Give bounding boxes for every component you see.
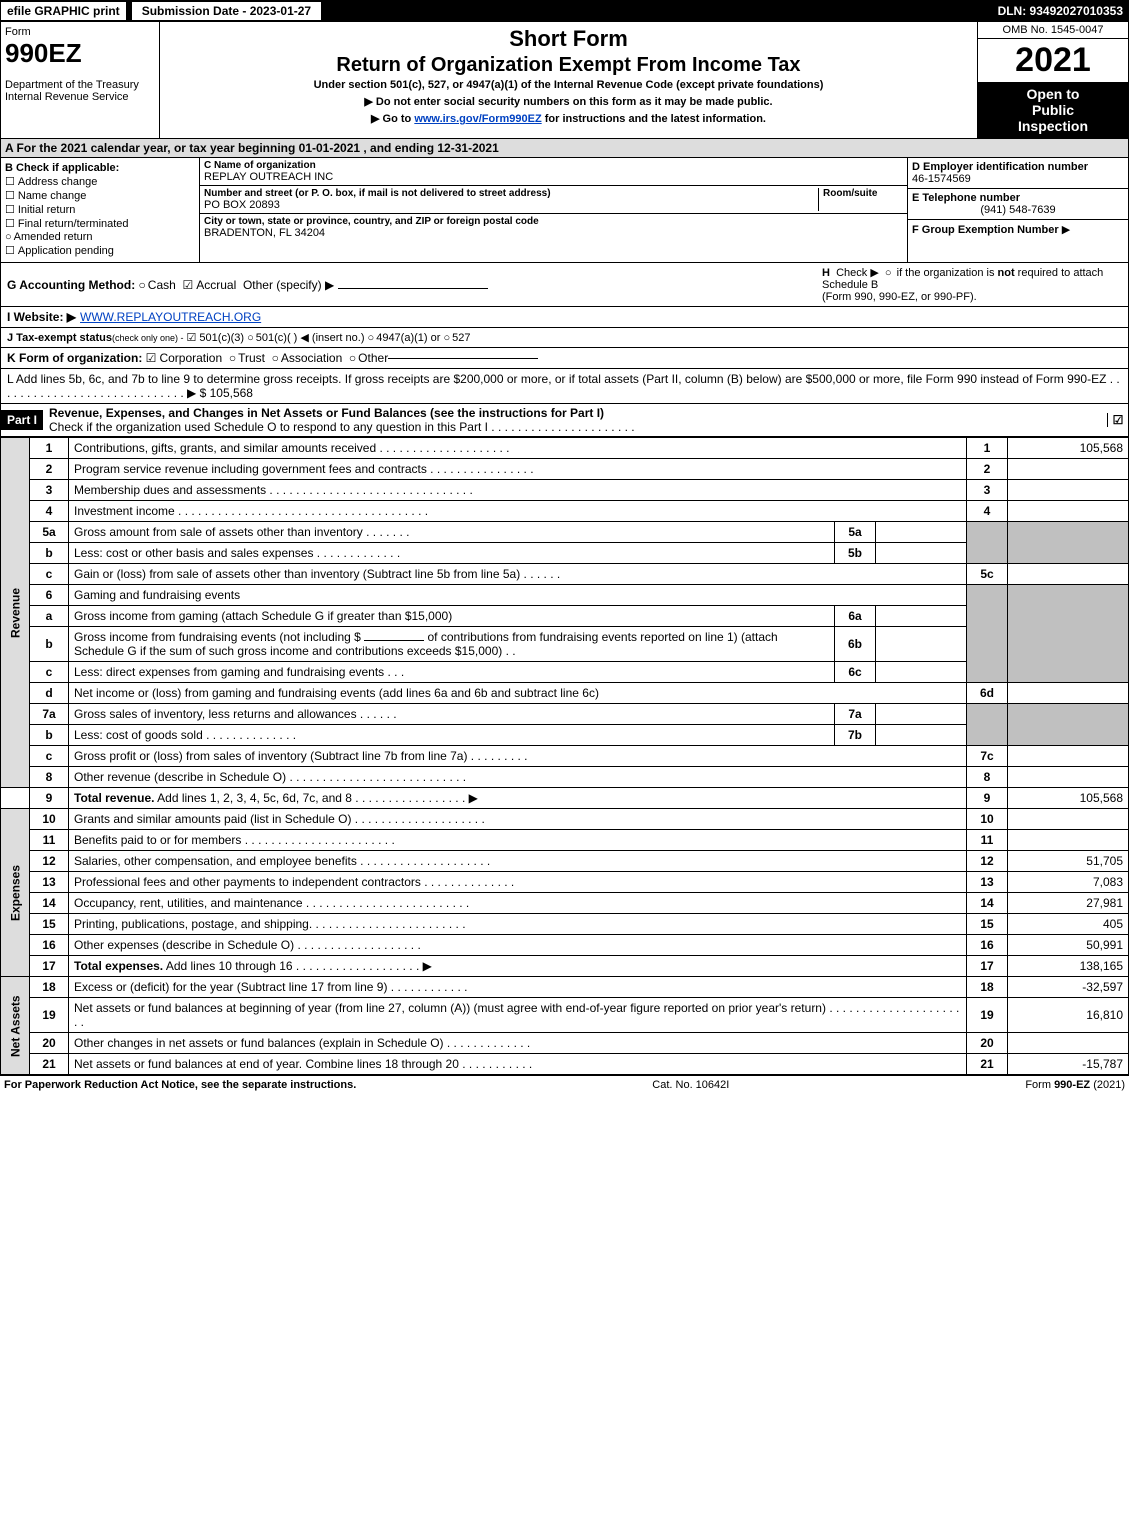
header-center: Short Form Return of Organization Exempt… <box>160 22 977 138</box>
city-label: City or town, state or province, country… <box>204 216 903 227</box>
section-c: C Name of organization REPLAY OUTREACH I… <box>200 158 907 262</box>
section-k: K Form of organization: Corporation Trus… <box>0 348 1129 369</box>
revenue-side-label: Revenue <box>1 438 30 788</box>
line-rnum: 1 <box>967 438 1008 459</box>
header-left: Form 990EZ Department of the Treasury In… <box>1 22 160 138</box>
info-block: B Check if applicable: Address change Na… <box>0 158 1129 263</box>
expenses-side-label: Expenses <box>1 809 30 977</box>
line-num: 1 <box>30 438 69 459</box>
under-section: Under section 501(c), 527, or 4947(a)(1)… <box>164 79 973 91</box>
f-arrow: ▶ <box>1062 224 1070 236</box>
chk-assoc[interactable] <box>272 351 281 365</box>
return-title: Return of Organization Exempt From Incom… <box>164 54 973 77</box>
omb-number: OMB No. 1545-0047 <box>978 22 1128 39</box>
ein-value: 46-1574569 <box>912 173 971 185</box>
chk-final-return[interactable]: Final return/terminated <box>5 217 195 230</box>
chk-4947[interactable] <box>368 332 377 344</box>
goto-link-text: ▶ Go to www.irs.gov/Form990EZ for instru… <box>164 112 973 125</box>
irs-label: Internal Revenue Service <box>5 91 155 103</box>
website-link[interactable]: WWW.REPLAYOUTREACH.ORG <box>80 310 261 324</box>
chk-other-org[interactable] <box>349 351 358 365</box>
form-number: 990EZ <box>5 38 155 69</box>
irs-link[interactable]: www.irs.gov/Form990EZ <box>414 113 541 125</box>
line-rval: 105,568 <box>1008 438 1129 459</box>
section-def: D Employer identification number 46-1574… <box>907 158 1128 262</box>
line-desc: Contributions, gifts, grants, and simila… <box>69 438 967 459</box>
c-label: C Name of organization <box>204 160 903 171</box>
part1-header-row: Part I Revenue, Expenses, and Changes in… <box>0 404 1129 437</box>
dln-number: DLN: 93492027010353 <box>998 4 1129 18</box>
form-header: Form 990EZ Department of the Treasury In… <box>0 22 1129 139</box>
radio-accrual[interactable] <box>182 278 196 292</box>
chk-h[interactable] <box>885 267 894 279</box>
section-i: I Website: ▶ WWW.REPLAYOUTREACH.ORG <box>0 307 1129 328</box>
part1-title: Revenue, Expenses, and Changes in Net As… <box>43 404 1107 436</box>
chk-trust[interactable] <box>229 351 238 365</box>
short-form-title: Short Form <box>164 26 973 52</box>
tax-year: 2021 <box>978 39 1128 82</box>
form-footer-id: Form 990-EZ (2021) <box>1025 1079 1125 1091</box>
e-label: E Telephone number <box>912 192 1020 204</box>
org-city: BRADENTON, FL 34204 <box>204 227 325 239</box>
part1-table: Revenue 1 Contributions, gifts, grants, … <box>0 437 1129 1075</box>
form-label: Form <box>5 26 155 38</box>
ssn-warning: ▶ Do not enter social security numbers o… <box>164 95 973 108</box>
chk-address-change[interactable]: Address change <box>5 175 195 188</box>
org-address: PO BOX 20893 <box>204 199 280 211</box>
room-label: Room/suite <box>823 188 903 199</box>
section-g-h: G Accounting Method: Cash Accrual Other … <box>0 263 1129 307</box>
section-j: J Tax-exempt status (check only one) - 5… <box>0 328 1129 348</box>
other-org-input[interactable] <box>388 358 538 359</box>
page-footer: For Paperwork Reduction Act Notice, see … <box>0 1075 1129 1094</box>
chk-amended-return[interactable]: Amended return <box>5 231 195 243</box>
phone-value: (941) 548-7639 <box>912 204 1124 216</box>
part1-badge: Part I <box>1 410 43 430</box>
header-right: OMB No. 1545-0047 2021 Open to Public In… <box>977 22 1128 138</box>
chk-527[interactable] <box>443 332 452 344</box>
section-g: G Accounting Method: Cash Accrual Other … <box>7 278 488 292</box>
section-l: L Add lines 5b, 6c, and 7b to line 9 to … <box>0 369 1129 404</box>
f-label: F Group Exemption Number <box>912 224 1059 236</box>
part1-check[interactable]: ☑ <box>1107 413 1128 427</box>
netassets-side-label: Net Assets <box>1 977 30 1075</box>
cat-number: Cat. No. 10642I <box>652 1079 729 1091</box>
chk-501c3[interactable] <box>187 331 200 344</box>
chk-501c[interactable] <box>247 332 256 344</box>
other-specify-input[interactable] <box>338 288 488 289</box>
chk-application-pending[interactable]: Application pending <box>5 244 195 257</box>
paperwork-notice: For Paperwork Reduction Act Notice, see … <box>4 1079 356 1091</box>
chk-initial-return[interactable]: Initial return <box>5 203 195 216</box>
6b-amount-input[interactable] <box>364 640 424 641</box>
dept-treasury: Department of the Treasury <box>5 79 155 91</box>
section-h: H Check ▶ if the organization is not req… <box>822 266 1122 303</box>
efile-print-label[interactable]: efile GRAPHIC print <box>0 1 127 21</box>
d-label: D Employer identification number <box>912 161 1088 173</box>
org-name: REPLAY OUTREACH INC <box>204 171 333 183</box>
chk-name-change[interactable]: Name change <box>5 189 195 202</box>
radio-cash[interactable] <box>139 278 148 292</box>
b-label: B Check if applicable: <box>5 162 119 174</box>
top-bar: efile GRAPHIC print Submission Date - 20… <box>0 0 1129 22</box>
section-a: A For the 2021 calendar year, or tax yea… <box>0 139 1129 158</box>
section-b: B Check if applicable: Address change Na… <box>1 158 200 262</box>
inspection-box: Open to Public Inspection <box>978 82 1128 138</box>
addr-label: Number and street (or P. O. box, if mail… <box>204 188 818 199</box>
submission-date: Submission Date - 2023-01-27 <box>131 1 322 21</box>
chk-corp[interactable] <box>146 351 160 365</box>
